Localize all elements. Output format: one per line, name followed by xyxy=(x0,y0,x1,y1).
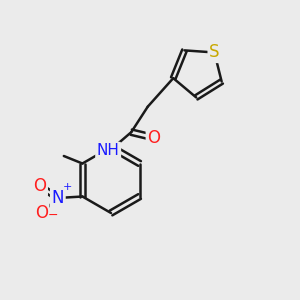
Text: −: − xyxy=(47,209,58,222)
Text: O: O xyxy=(35,204,48,222)
Text: NH: NH xyxy=(97,143,120,158)
Text: O: O xyxy=(147,129,160,147)
Text: S: S xyxy=(209,44,220,62)
Text: +: + xyxy=(63,182,73,192)
Text: N: N xyxy=(52,189,64,207)
Text: O: O xyxy=(33,177,46,195)
